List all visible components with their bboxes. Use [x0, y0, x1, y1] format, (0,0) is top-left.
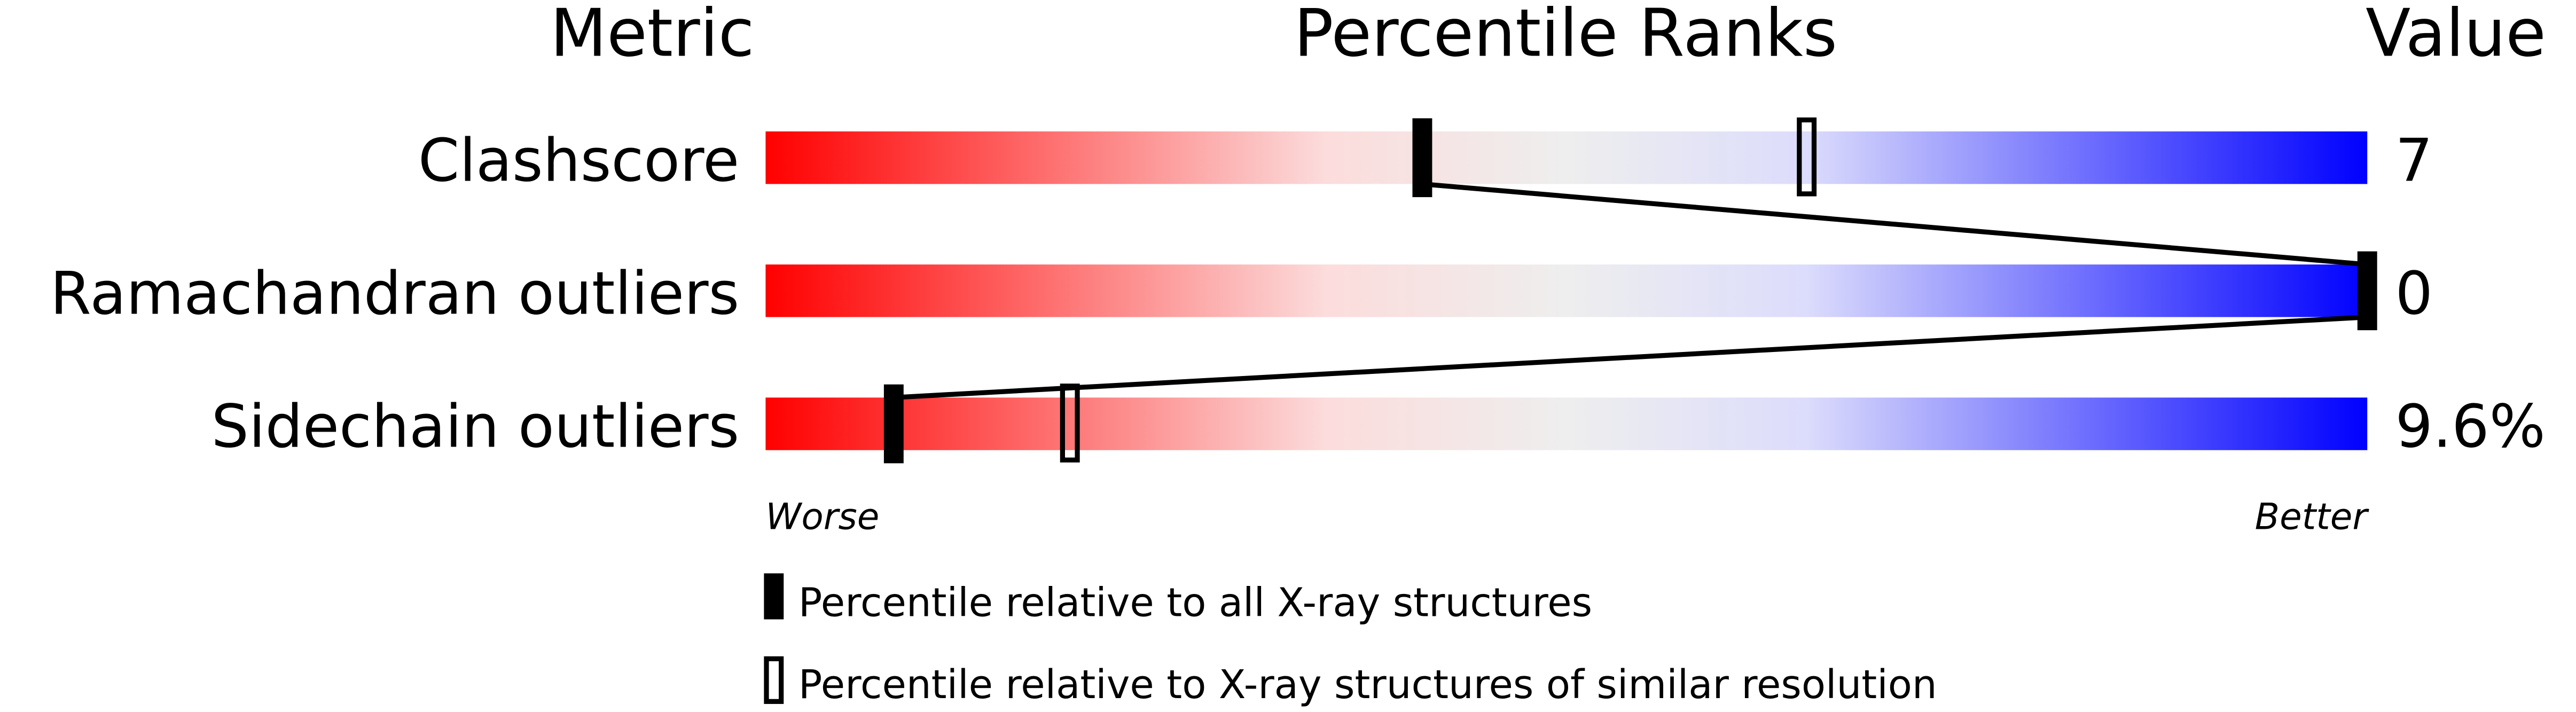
connector-line [1422, 181, 2368, 267]
percentile-bar [765, 264, 2368, 317]
percentile-bar [765, 397, 2368, 450]
marker-similar-resolution [1797, 117, 1817, 197]
connector-line [894, 314, 2368, 400]
legend-filled-marker-icon [764, 573, 784, 620]
metric-label: Sidechain outliers [212, 393, 740, 461]
legend-open-marker-icon [764, 656, 784, 704]
axis-label-worse: Worse [765, 495, 879, 537]
legend-label-similar: Percentile relative to X-ray structures … [798, 662, 1937, 708]
legend-label-all: Percentile relative to all X-ray structu… [798, 580, 1592, 625]
header-percentile-ranks: Percentile Ranks [1294, 0, 1837, 72]
header-value: Value [2366, 0, 2546, 72]
metric-value: 0 [2395, 259, 2433, 328]
metric-label: Ramachandran outliers [50, 259, 739, 328]
percentile-bar [765, 131, 2368, 184]
metric-value: 9.6% [2395, 393, 2546, 461]
axis-label-better: Better [2255, 495, 2370, 537]
metric-label: Clashscore [418, 126, 739, 195]
metric-value: 7 [2395, 126, 2433, 195]
header-metric: Metric [550, 0, 754, 72]
